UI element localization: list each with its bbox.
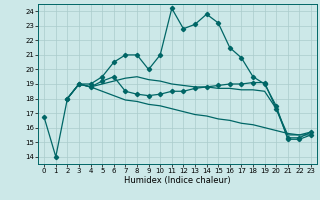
X-axis label: Humidex (Indice chaleur): Humidex (Indice chaleur)	[124, 176, 231, 185]
